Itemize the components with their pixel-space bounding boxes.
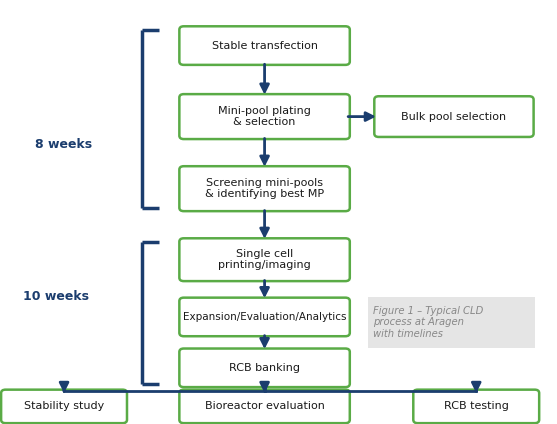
- Text: Bioreactor evaluation: Bioreactor evaluation: [204, 402, 325, 411]
- FancyBboxPatch shape: [179, 166, 350, 211]
- Text: RCB testing: RCB testing: [444, 402, 509, 411]
- FancyBboxPatch shape: [179, 349, 350, 387]
- Text: 10 weeks: 10 weeks: [23, 290, 89, 303]
- FancyBboxPatch shape: [179, 94, 350, 139]
- FancyBboxPatch shape: [368, 297, 535, 348]
- Text: Mini-pool plating
& selection: Mini-pool plating & selection: [218, 106, 311, 127]
- FancyBboxPatch shape: [179, 390, 350, 423]
- FancyBboxPatch shape: [179, 238, 350, 281]
- Text: Bulk pool selection: Bulk pool selection: [402, 112, 506, 122]
- Text: RCB banking: RCB banking: [229, 363, 300, 373]
- FancyBboxPatch shape: [179, 26, 350, 65]
- Text: Figure 1 – Typical CLD
process at Aragen
with timelines: Figure 1 – Typical CLD process at Aragen…: [373, 306, 483, 339]
- Text: Stability study: Stability study: [24, 402, 104, 411]
- FancyBboxPatch shape: [374, 96, 534, 137]
- Text: Expansion/Evaluation/Analytics: Expansion/Evaluation/Analytics: [183, 312, 346, 322]
- FancyBboxPatch shape: [1, 390, 127, 423]
- FancyBboxPatch shape: [413, 390, 539, 423]
- Text: 8 weeks: 8 weeks: [36, 138, 92, 151]
- FancyBboxPatch shape: [179, 298, 350, 336]
- Text: Screening mini-pools
& identifying best MP: Screening mini-pools & identifying best …: [205, 178, 324, 199]
- Text: Single cell
printing/imaging: Single cell printing/imaging: [218, 249, 311, 271]
- Text: Stable transfection: Stable transfection: [212, 41, 317, 50]
